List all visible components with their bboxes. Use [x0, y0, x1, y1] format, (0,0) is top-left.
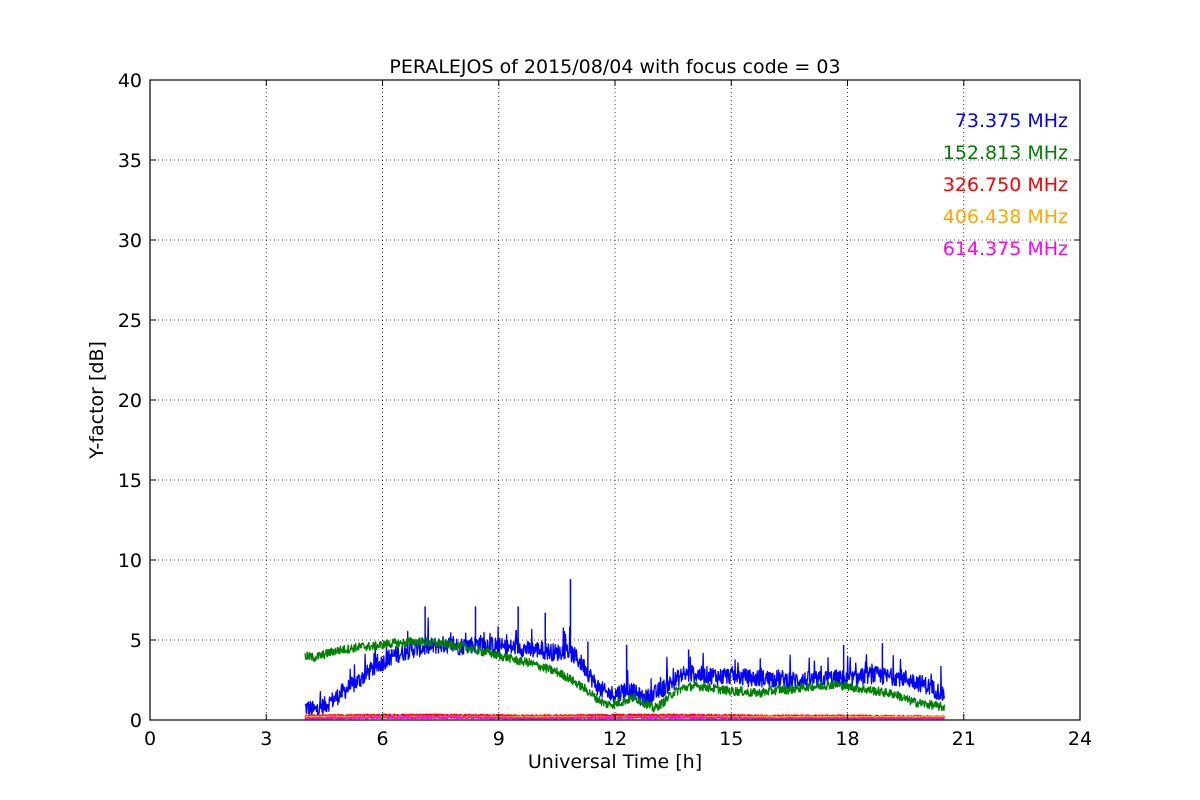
- x-tick-label: 15: [719, 728, 743, 750]
- plot-series: [304, 579, 946, 720]
- series-line: [304, 617, 946, 719]
- axis-ticks: 0 3 6 9 12 15 18 21 24 0 5 10 15 20 25 30 35 40: [118, 70, 1092, 750]
- legend-entry: 406.438 MHz: [943, 206, 1068, 228]
- y-tick-label: 15: [118, 470, 142, 492]
- legend-entry: 614.375 MHz: [943, 238, 1068, 260]
- chart-title: PERALEJOS of 2015/08/04 with focus code …: [389, 56, 840, 78]
- series-line: [304, 636, 946, 713]
- legend: 73.375 MHz 152.813 MHz 326.750 MHz 406.438 …: [943, 110, 1068, 260]
- y-tick-label: 35: [118, 150, 142, 172]
- x-tick-label: 0: [144, 728, 156, 750]
- legend-entry: 326.750 MHz: [943, 174, 1068, 196]
- legend-entry: 152.813 MHz: [943, 142, 1068, 164]
- x-tick-label: 12: [603, 728, 627, 750]
- series-line: [304, 716, 945, 720]
- x-axis-label: Universal Time [h]: [528, 751, 702, 773]
- y-tick-label: 30: [118, 230, 142, 252]
- x-tick-label: 18: [835, 728, 859, 750]
- legend-entry: 73.375 MHz: [955, 110, 1068, 132]
- y-tick-label: 25: [118, 310, 142, 332]
- x-tick-label: 21: [952, 728, 976, 750]
- y-tick-label: 5: [130, 630, 142, 652]
- y-tick-label: 10: [118, 550, 142, 572]
- x-tick-label: 6: [376, 728, 388, 750]
- y-axis-label: Y-factor [dB]: [86, 341, 108, 460]
- grid: [150, 80, 1080, 720]
- y-tick-label: 0: [130, 710, 142, 732]
- x-tick-label: 9: [493, 728, 505, 750]
- y-tick-label: 20: [118, 390, 142, 412]
- x-tick-label: 24: [1068, 728, 1092, 750]
- x-tick-label: 3: [260, 728, 272, 750]
- y-tick-label: 40: [118, 70, 142, 92]
